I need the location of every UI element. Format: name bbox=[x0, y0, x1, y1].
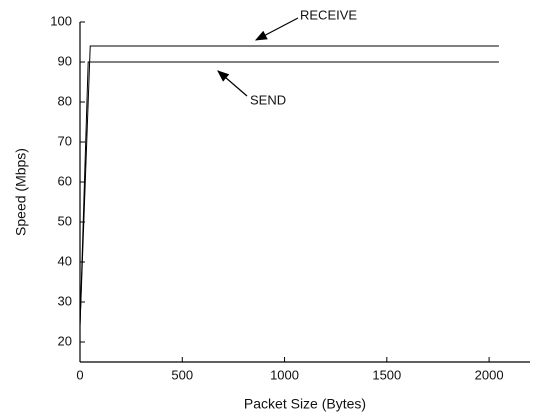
y-tick-label: 30 bbox=[58, 293, 72, 308]
x-tick-label: 1500 bbox=[372, 367, 401, 382]
line bbox=[79, 61, 499, 327]
line bbox=[79, 45, 499, 327]
x-tick-label: 0 bbox=[76, 367, 83, 382]
y-axis-label: Speed (Mbps) bbox=[13, 148, 29, 236]
y-tick-label: 50 bbox=[58, 213, 72, 228]
x-axis-label: Packet Size (Bytes) bbox=[244, 396, 366, 412]
y-tick-label: 40 bbox=[58, 253, 72, 268]
annotation-arrow bbox=[217, 70, 248, 97]
annotation-arrow bbox=[254, 17, 299, 41]
y-tick-label: 20 bbox=[58, 333, 72, 348]
annotation: RECEIVE bbox=[300, 7, 357, 22]
y-tick-label: 80 bbox=[58, 93, 72, 108]
y-tick-label: 70 bbox=[58, 133, 72, 148]
y-tick-label: 90 bbox=[58, 53, 72, 68]
x-tick-label: 2000 bbox=[475, 367, 504, 382]
y-tick-label: 100 bbox=[50, 13, 72, 28]
x-tick-label: 500 bbox=[171, 367, 193, 382]
annotation: SEND bbox=[250, 92, 286, 107]
x-tick-label: 1000 bbox=[270, 367, 299, 382]
y-tick-label: 60 bbox=[58, 173, 72, 188]
